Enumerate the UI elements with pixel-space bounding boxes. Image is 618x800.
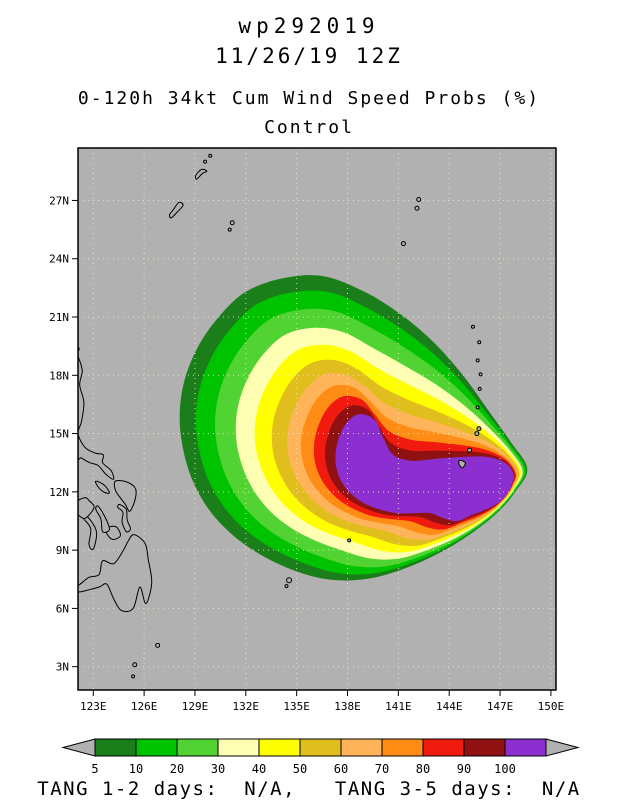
island <box>414 205 420 211</box>
island <box>478 372 483 377</box>
lon-tick-label: 126E <box>131 700 158 713</box>
island <box>347 538 352 543</box>
coastline <box>78 534 153 612</box>
colorbar-segment-100 <box>504 738 547 757</box>
island <box>476 426 482 432</box>
lon-tick-label: 141E <box>385 700 412 713</box>
island <box>208 153 213 158</box>
colorbar-segment-60 <box>340 738 383 757</box>
init-datetime: 11/26/19 12Z <box>215 44 403 68</box>
lat-tick-label: 9N <box>56 544 69 557</box>
island <box>470 324 475 329</box>
island <box>477 386 482 391</box>
product-title: 0-120h 34kt Cum Wind Speed Probs (%) <box>77 88 541 109</box>
colorbar-segment-5 <box>94 738 137 757</box>
colorbar-segment-90 <box>463 738 506 757</box>
island <box>229 220 235 226</box>
colorbar-segment-80 <box>422 738 465 757</box>
lat-tick-label: 24N <box>49 253 69 266</box>
lat-tick-label: 18N <box>49 369 69 382</box>
island <box>286 577 293 584</box>
coastline <box>78 497 95 520</box>
island <box>475 405 480 410</box>
colorbar-label: 5 <box>91 762 98 776</box>
colorbar-segment-10 <box>135 738 178 757</box>
lon-tick-label: 147E <box>487 700 514 713</box>
colorbar-segment-50 <box>299 738 342 757</box>
lon-tick-label: 144E <box>436 700 463 713</box>
island <box>227 227 232 232</box>
colorbar-label: 40 <box>252 762 266 776</box>
colorbar-label: 80 <box>416 762 430 776</box>
colorbar-label: 30 <box>211 762 225 776</box>
colorbar-segment-30 <box>217 738 260 757</box>
island <box>475 358 480 363</box>
colorbar-segment-40 <box>258 738 301 757</box>
colorbar-segment-20 <box>176 738 219 757</box>
lat-tick-label: 6N <box>56 602 69 615</box>
map-layers <box>78 148 556 690</box>
lon-tick-label: 135E <box>283 700 310 713</box>
lat-tick-label: 21N <box>49 311 69 324</box>
coastline <box>78 355 115 480</box>
colorbar-label: 20 <box>170 762 184 776</box>
island <box>477 340 482 345</box>
lon-tick-label: 150E <box>538 700 565 713</box>
island <box>400 241 406 247</box>
coastline <box>194 168 208 180</box>
lat-tick-label: 27N <box>49 194 69 207</box>
colorbar-label: 10 <box>129 762 143 776</box>
coastline <box>95 505 110 533</box>
contour-level-100 <box>335 414 514 522</box>
tang-summary-text: TANG 1-2 days: N/A, TANG 3-5 days: N/A <box>37 778 581 800</box>
lon-tick-label: 129E <box>182 700 209 713</box>
island <box>474 431 480 437</box>
colorbar-left-arrow <box>61 738 96 757</box>
island <box>155 642 161 648</box>
colorbar-label: 90 <box>457 762 471 776</box>
coastline <box>458 459 466 469</box>
lat-tick-label: 12N <box>49 486 69 499</box>
lon-tick-label: 123E <box>80 700 107 713</box>
colorbar-label: 70 <box>375 762 389 776</box>
colorbar-label: 50 <box>293 762 307 776</box>
colorbar-label: 100 <box>494 762 516 776</box>
island <box>467 447 473 453</box>
coastline <box>94 480 110 494</box>
island <box>203 159 208 164</box>
lon-tick-label: 138E <box>334 700 361 713</box>
coastline <box>117 503 131 533</box>
storm-id-title: wp292019 <box>238 14 380 38</box>
coastline <box>168 201 184 219</box>
coastline <box>113 480 137 512</box>
colorbar: 5 10 20 30 40 50 60 70 80 90 100 <box>61 738 580 776</box>
ensemble-member-label: Control <box>264 117 354 138</box>
map-frame <box>77 147 557 691</box>
island <box>416 196 422 202</box>
lat-tick-label: 15N <box>49 428 69 441</box>
island <box>132 662 138 668</box>
colorbar-right-arrow <box>545 738 580 757</box>
island <box>131 674 136 679</box>
lat-tick-label: 3N <box>56 661 69 674</box>
colorbar-label: 60 <box>334 762 348 776</box>
island <box>284 584 289 589</box>
colorbar-segment-70 <box>381 738 424 757</box>
lon-tick-label: 132E <box>233 700 260 713</box>
